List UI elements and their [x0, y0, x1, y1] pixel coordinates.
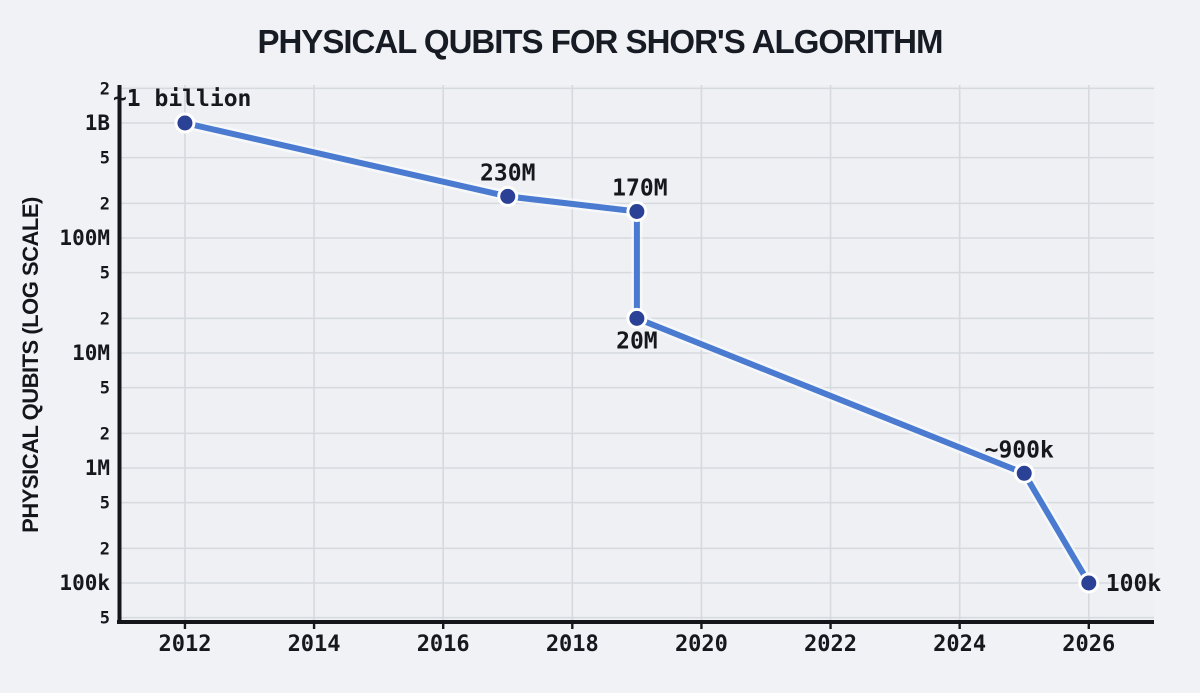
x-tick-label: 2022	[804, 632, 857, 657]
data-point-label: 170M	[612, 175, 667, 201]
y-tick-label: 5	[100, 264, 110, 284]
x-tick-label: 2020	[675, 632, 728, 657]
data-point-label: 20M	[616, 328, 658, 354]
y-tick-label: 5	[100, 494, 110, 514]
data-point-marker	[497, 185, 519, 207]
y-tick-label: 5	[100, 379, 110, 399]
data-point-label: 100k	[1106, 571, 1162, 597]
data-point-marker	[626, 307, 648, 329]
y-tick-label: 10M	[72, 341, 110, 365]
y-tick-label: 2	[100, 194, 110, 214]
y-tick-label: 2	[100, 309, 110, 329]
series-line	[181, 120, 1092, 586]
y-tick-label: 100M	[59, 226, 110, 250]
data-point-marker	[1078, 572, 1100, 594]
chart-plot-layer: ~1 billion 230M 170M 20M ~900k 100k 2 1B 5 2 100M 5…	[59, 79, 1161, 657]
data-point-label: 230M	[480, 160, 535, 186]
data-point-marker	[174, 112, 196, 134]
data-point-marker	[626, 200, 648, 222]
x-tick-label: 2012	[158, 632, 211, 657]
data-point-label: ~1 billion	[113, 86, 251, 112]
y-tick-label: 5	[100, 149, 110, 169]
y-axis-title: PHYSICAL QUBITS (LOG SCALE)	[18, 197, 43, 533]
y-tick-label: 2	[100, 424, 110, 444]
x-tick-label: 2016	[417, 632, 470, 657]
x-tick-label: 2026	[1062, 632, 1115, 657]
x-tick-label: 2024	[933, 632, 986, 657]
y-tick-label: 1B	[85, 111, 110, 135]
y-tick-label: 100k	[59, 571, 110, 595]
y-tick-label: 5	[100, 609, 110, 629]
y-tick-label: 2	[100, 79, 110, 99]
data-point-label: ~900k	[985, 437, 1054, 463]
y-tick-label: 2	[100, 539, 110, 559]
data-point-marker	[1013, 462, 1035, 484]
chart-title: PHYSICAL QUBITS FOR SHOR'S ALGORITHM	[257, 23, 942, 60]
y-tick-label: 1M	[85, 456, 110, 480]
x-tick-label: 2014	[288, 632, 341, 657]
x-tick-label: 2018	[546, 632, 599, 657]
